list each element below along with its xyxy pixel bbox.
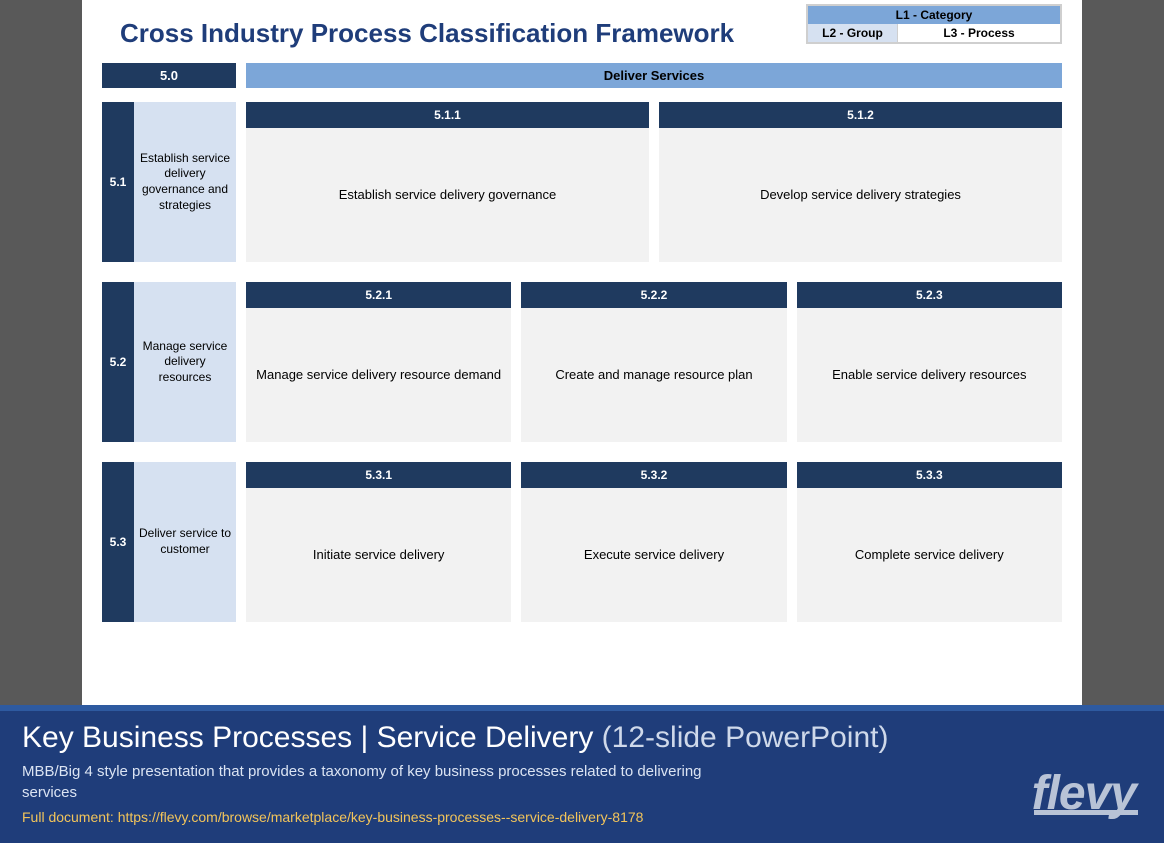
group-label: Manage service delivery resources	[134, 282, 236, 442]
process-label: Create and manage resource plan	[521, 308, 786, 442]
group-block: 5.3 Deliver service to customer	[102, 462, 236, 622]
process-code: 5.3.1	[246, 462, 511, 488]
flevy-logo[interactable]: flevy	[1032, 766, 1136, 821]
process-label: Develop service delivery strategies	[659, 128, 1062, 262]
group-code: 5.3	[102, 462, 134, 622]
category-code: 5.0	[102, 63, 236, 88]
process-label: Manage service delivery resource demand	[246, 308, 511, 442]
process-code: 5.2.1	[246, 282, 511, 308]
process-box: 5.2.1 Manage service delivery resource d…	[246, 282, 511, 442]
process-code: 5.3.2	[521, 462, 786, 488]
process-list: 5.2.1 Manage service delivery resource d…	[246, 282, 1062, 442]
process-label: Execute service delivery	[521, 488, 786, 622]
category-label: Deliver Services	[246, 63, 1062, 88]
group-row: 5.2 Manage service delivery resources 5.…	[102, 282, 1062, 442]
group-block: 5.1 Establish service delivery governanc…	[102, 102, 236, 262]
process-label: Initiate service delivery	[246, 488, 511, 622]
process-code: 5.2.3	[797, 282, 1062, 308]
process-box: 5.3.1 Initiate service delivery	[246, 462, 511, 622]
group-label: Deliver service to customer	[134, 462, 236, 622]
process-label: Complete service delivery	[797, 488, 1062, 622]
process-label: Enable service delivery resources	[797, 308, 1062, 442]
banner-title: Key Business Processes | Service Deliver…	[22, 721, 1142, 755]
legend-l2: L2 - Group	[808, 24, 898, 42]
category-bar: 5.0 Deliver Services	[102, 63, 1062, 88]
banner-link[interactable]: Full document: https://flevy.com/browse/…	[22, 809, 1142, 825]
process-list: 5.1.1 Establish service delivery governa…	[246, 102, 1062, 262]
legend-l3: L3 - Process	[898, 24, 1060, 42]
legend-l1: L1 - Category	[808, 6, 1060, 24]
process-box: 5.3.3 Complete service delivery	[797, 462, 1062, 622]
group-label: Establish service delivery governance an…	[134, 102, 236, 262]
banner-title-sub: (12-slide PowerPoint)	[593, 721, 888, 754]
process-code: 5.1.2	[659, 102, 1062, 128]
process-box: 5.2.2 Create and manage resource plan	[521, 282, 786, 442]
process-box: 5.2.3 Enable service delivery resources	[797, 282, 1062, 442]
process-box: 5.3.2 Execute service delivery	[521, 462, 786, 622]
process-code: 5.3.3	[797, 462, 1062, 488]
process-box: 5.1.2 Develop service delivery strategie…	[659, 102, 1062, 262]
group-row: 5.1 Establish service delivery governanc…	[102, 102, 1062, 262]
banner-description: MBB/Big 4 style presentation that provid…	[22, 761, 722, 803]
banner-title-main: Key Business Processes | Service Deliver…	[22, 721, 593, 754]
process-code: 5.1.1	[246, 102, 649, 128]
group-code: 5.1	[102, 102, 134, 262]
promo-banner: Key Business Processes | Service Deliver…	[0, 705, 1164, 843]
group-block: 5.2 Manage service delivery resources	[102, 282, 236, 442]
legend-box: L1 - Category L2 - Group L3 - Process	[806, 4, 1062, 44]
slide-canvas: Cross Industry Process Classification Fr…	[82, 0, 1082, 705]
process-label: Establish service delivery governance	[246, 128, 649, 262]
process-list: 5.3.1 Initiate service delivery 5.3.2 Ex…	[246, 462, 1062, 622]
group-code: 5.2	[102, 282, 134, 442]
process-box: 5.1.1 Establish service delivery governa…	[246, 102, 649, 262]
process-code: 5.2.2	[521, 282, 786, 308]
group-row: 5.3 Deliver service to customer 5.3.1 In…	[102, 462, 1062, 622]
